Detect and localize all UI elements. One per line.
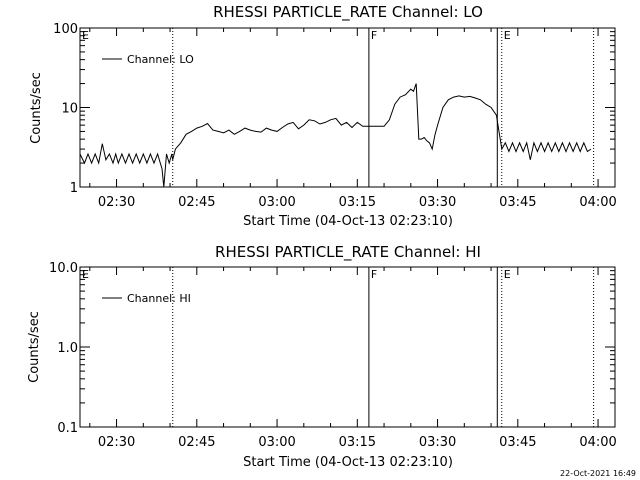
panel-lo-ytick-label: 10 xyxy=(61,102,78,117)
panel-lo-ytick-label: 100 xyxy=(53,22,78,37)
panel-hi-marker-label: E xyxy=(82,268,89,281)
panel-lo-xtick-label: 02:45 xyxy=(178,195,215,210)
panel-lo-title: RHESSI PARTICLE_RATE Channel: LO xyxy=(213,3,483,22)
panel-hi-marker-label: E xyxy=(504,268,511,281)
panel-lo-legend: Channel: LO xyxy=(102,53,194,66)
panel-lo-yticks: 1 10 100 xyxy=(53,22,615,196)
panel-hi-xtick-label: 03:00 xyxy=(258,435,295,450)
panel-hi-xticks: 02:30 02:45 03:00 03:15 03:30 03:45 04:00 xyxy=(89,267,617,450)
panel-lo-marker-label: E xyxy=(82,29,89,42)
panel-hi-legend-label: Channel: HI xyxy=(127,292,191,305)
panel-hi-ytick-label: 0.1 xyxy=(57,421,78,436)
panel-hi-xtick-label: 02:45 xyxy=(178,435,215,450)
panel-hi-title: RHESSI PARTICLE_RATE Channel: HI xyxy=(215,243,481,262)
panel-lo-xticks: 02:30 02:45 03:00 03:15 03:30 03:45 04:00 xyxy=(89,28,617,210)
panel-lo-xtick-label: 03:45 xyxy=(499,195,536,210)
panel-hi: RHESSI PARTICLE_RATE Channel: HI Counts/… xyxy=(27,243,617,470)
panel-hi-ytick-label: 1.0 xyxy=(57,341,78,356)
panel-hi-xtick-label: 03:45 xyxy=(499,435,536,450)
panel-hi-ylabel: Counts/sec xyxy=(27,311,42,383)
panel-lo-marker-label: F xyxy=(371,29,377,42)
panel-hi-legend: Channel: HI xyxy=(102,292,191,305)
panel-lo-xtick-label: 03:30 xyxy=(419,195,456,210)
panel-lo-series-line xyxy=(79,83,592,188)
panel-hi-frame xyxy=(79,266,616,428)
panel-hi-xtick-label: 04:00 xyxy=(579,435,616,450)
panel-hi-xtick-label: 02:30 xyxy=(98,435,135,450)
panel-hi-xtick-label: 03:30 xyxy=(419,435,456,450)
panel-lo-ylabel: Counts/sec xyxy=(29,72,44,144)
footer-timestamp: 22-Oct-2021 16:49 xyxy=(560,469,636,478)
panel-lo-xtick-label: 03:00 xyxy=(258,195,295,210)
panel-lo-xtick-label: 02:30 xyxy=(98,195,135,210)
panel-hi-marker-label: F xyxy=(371,268,377,281)
panel-lo-xtick-label: 04:00 xyxy=(579,195,616,210)
panel-lo-ytick-label: 1 xyxy=(70,181,78,196)
panel-lo-marker-label: E xyxy=(504,29,511,42)
panel-hi-xlabel: Start Time (04-Oct-13 02:23:10) xyxy=(243,455,453,470)
panel-hi-yticks: 0.1 1.0 10.0 xyxy=(49,261,615,436)
panel-lo-xlabel: Start Time (04-Oct-13 02:23:10) xyxy=(243,214,453,229)
panel-hi-xtick-label: 03:15 xyxy=(339,435,376,450)
panel-lo-legend-label: Channel: LO xyxy=(127,53,194,66)
panel-lo-xtick-label: 03:15 xyxy=(339,195,376,210)
panel-lo: RHESSI PARTICLE_RATE Channel: LO Counts/… xyxy=(29,3,617,229)
panel-hi-ytick-label: 10.0 xyxy=(49,261,78,276)
